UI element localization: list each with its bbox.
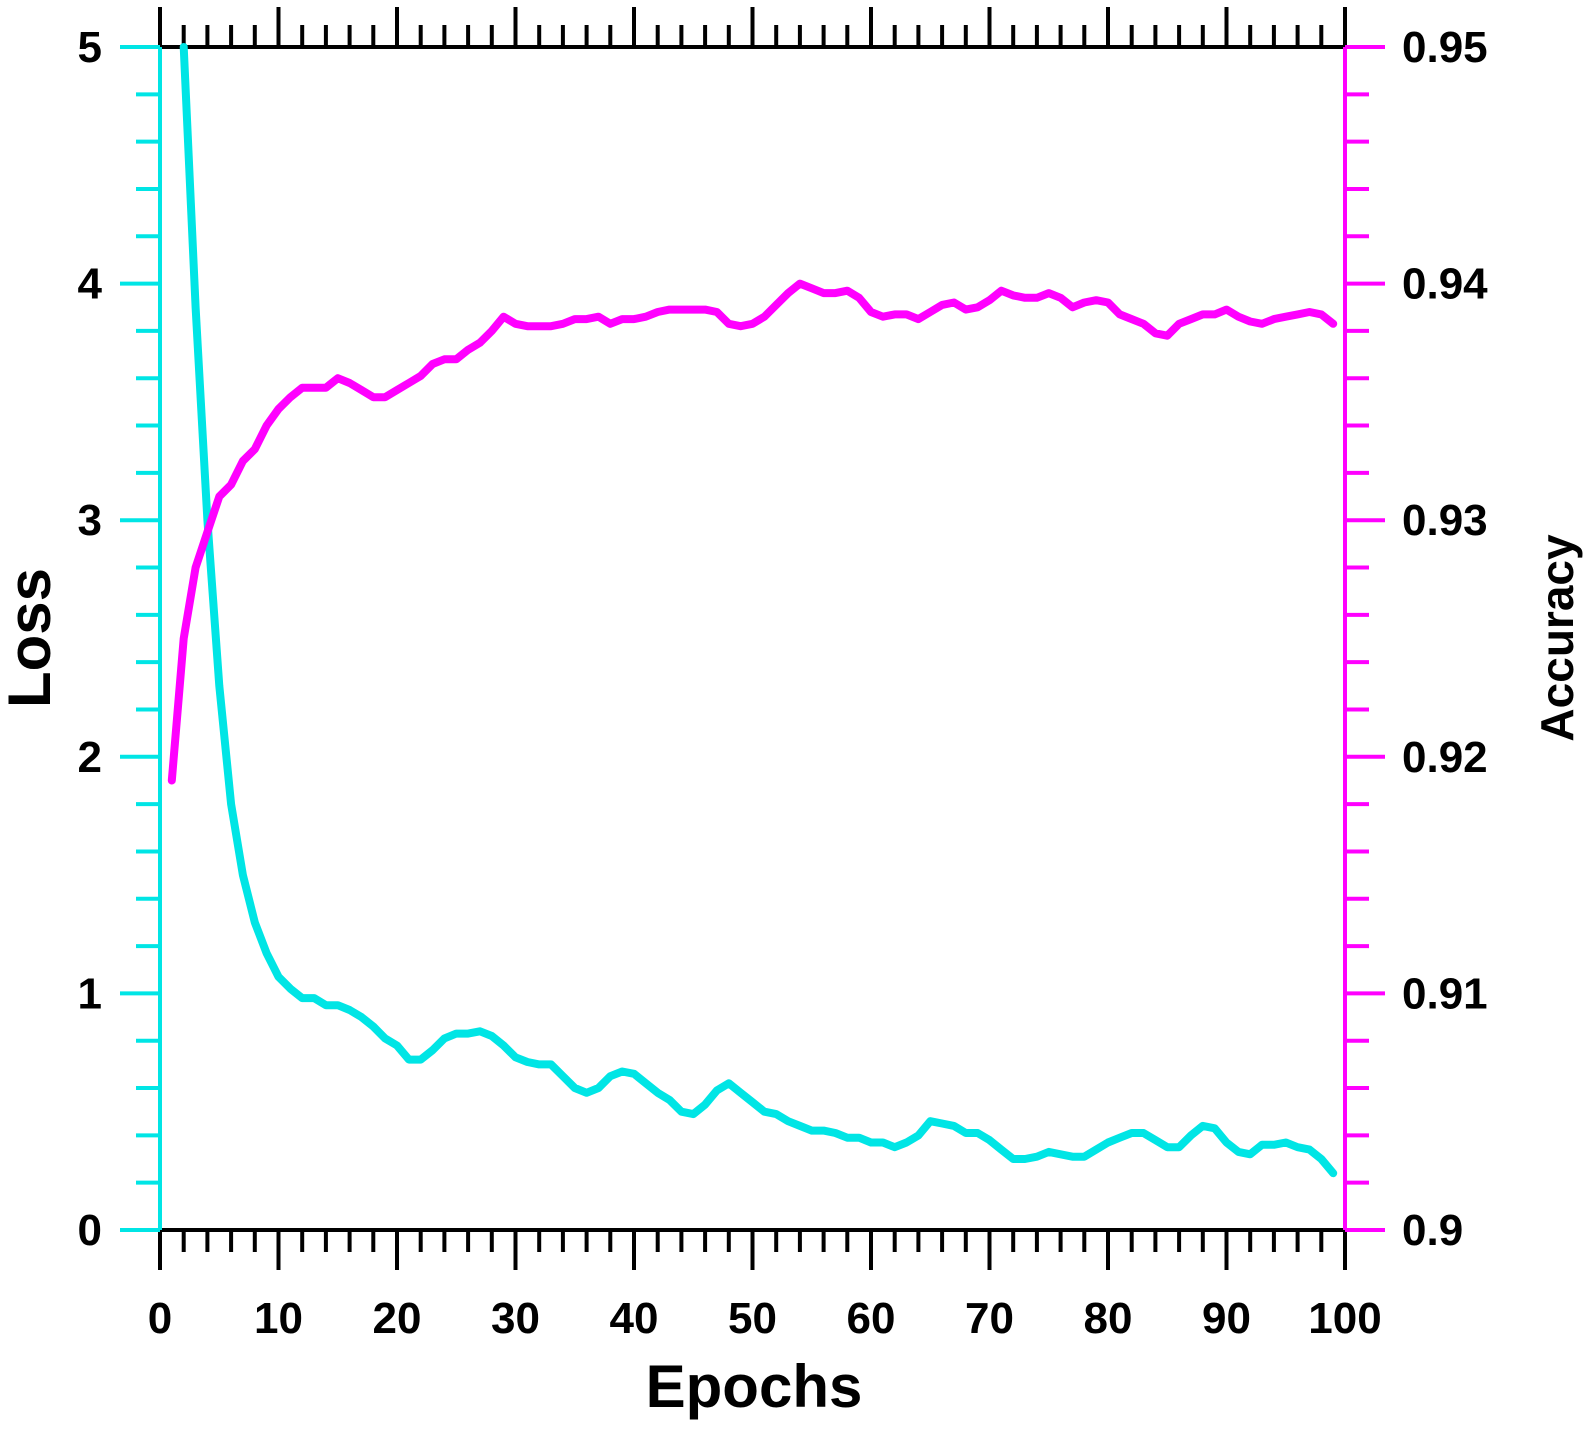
- right-y-tick-label: 0.94: [1402, 260, 1488, 309]
- left-y-axis-title: Loss: [0, 568, 63, 708]
- right-y-tick-label: 0.92: [1402, 733, 1488, 782]
- series-group: [167, 43, 1338, 1178]
- x-tick-label: 100: [1308, 1294, 1381, 1343]
- x-tick-label: 80: [1084, 1294, 1133, 1343]
- right-y-tick-label: 0.9: [1402, 1206, 1463, 1255]
- x-tick-label: 10: [254, 1294, 303, 1343]
- left-y-tick-label: 2: [78, 733, 102, 782]
- loss-series-line: [179, 43, 1338, 1178]
- left-y-tick-label: 0: [78, 1206, 102, 1255]
- x-axis-title: Epochs: [646, 1353, 863, 1420]
- left-y-tick-label: 4: [78, 260, 103, 309]
- x-tick-label: 30: [491, 1294, 540, 1343]
- axes-group: [120, 7, 1385, 1270]
- left-y-tick-label: 3: [78, 496, 102, 545]
- left-y-tick-label: 5: [78, 23, 102, 72]
- labels-group: Epochs Loss Accuracy 0 10 20 30 40 50 60 70 80 90…: [0, 23, 1583, 1420]
- x-tick-label: 50: [728, 1294, 777, 1343]
- x-tick-label: 90: [1202, 1294, 1251, 1343]
- left-y-tick-label: 1: [78, 969, 102, 1018]
- right-y-tick-label: 0.93: [1402, 496, 1488, 545]
- x-tick-label: 60: [847, 1294, 896, 1343]
- right-y-tick-label: 0.91: [1402, 969, 1488, 1018]
- accuracy-series-line: [167, 279, 1338, 785]
- right-y-axis-title: Accuracy: [1531, 534, 1583, 742]
- x-tick-label: 70: [965, 1294, 1014, 1343]
- right-y-tick-label: 0.95: [1402, 23, 1488, 72]
- x-tick-label: 0: [148, 1294, 172, 1343]
- x-tick-label: 20: [373, 1294, 422, 1343]
- x-tick-label: 40: [610, 1294, 659, 1343]
